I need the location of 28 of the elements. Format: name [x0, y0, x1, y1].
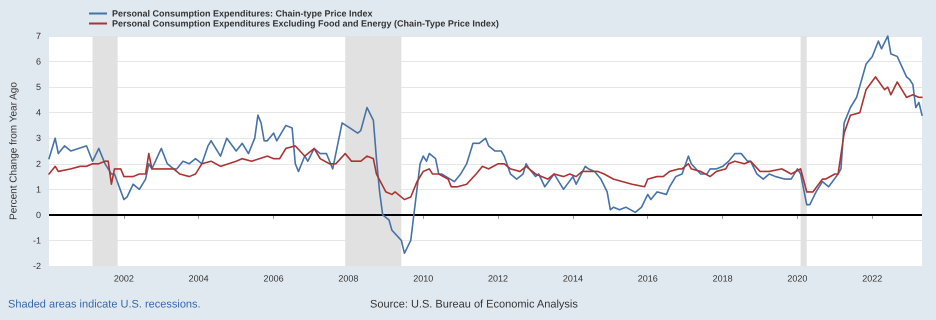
y-tick-label: 7	[36, 31, 41, 41]
x-tick-label: 2020	[787, 274, 808, 284]
x-tick-label: 2012	[488, 274, 508, 284]
y-tick-label: 5	[36, 82, 41, 92]
y-tick-label: 3	[36, 133, 41, 144]
y-tick-label: 2	[36, 158, 41, 169]
x-tick-label: 2002	[114, 274, 134, 284]
x-tick-label: 2014	[562, 274, 583, 284]
legend-label: Personal Consumption Expenditures: Chain-type Price Index	[112, 8, 373, 18]
x-tick-label: 2016	[638, 274, 658, 284]
legend-label: Personal Consumption Expenditures Excluding Food and Energy (Chain-Type Price Index)	[112, 18, 499, 28]
line-series	[48, 35, 923, 254]
x-tick-label: 2004	[188, 274, 209, 284]
y-tick-label: -2	[32, 261, 41, 271]
y-tick-label: 1	[36, 184, 41, 194]
y-tick-label: -1	[32, 235, 41, 246]
x-tick-label: 2010	[413, 274, 434, 284]
text: Shaded areas indicate U.S. recessions.	[8, 298, 201, 310]
y-axis-title: Percent Change from Year Ago	[8, 82, 20, 220]
x-tick-label: 2022	[862, 274, 882, 284]
y-tick-label: 6	[36, 56, 41, 67]
y-tick-label: 4	[36, 108, 41, 118]
x-tick-label: 2006	[264, 274, 284, 284]
source-note: Source: U.S. Bureau of Economic Analysis	[370, 298, 578, 310]
x-tick-label: 2018	[712, 274, 733, 284]
line-series	[48, 76, 923, 200]
x-tick-label: 2008	[338, 274, 358, 284]
y-tick-label: 0	[36, 210, 41, 220]
